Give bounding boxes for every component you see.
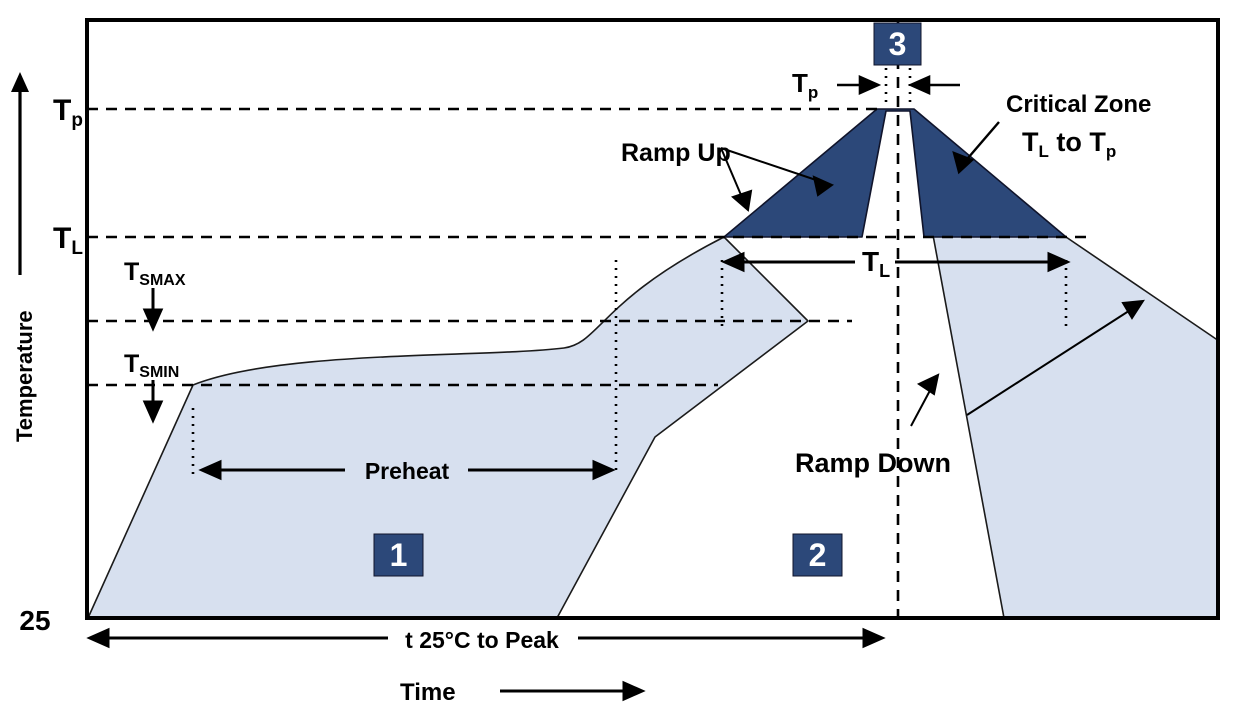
svg-text:Critical Zone: Critical Zone — [1006, 91, 1151, 118]
svg-text:2: 2 — [809, 537, 827, 573]
svg-text:TL: TL — [862, 246, 890, 281]
svg-text:3: 3 — [889, 26, 907, 62]
svg-text:TSMIN: TSMIN — [124, 350, 179, 381]
svg-text:TL: TL — [53, 222, 83, 259]
svg-text:Ramp Down: Ramp Down — [795, 448, 951, 478]
svg-text:Time: Time — [400, 679, 456, 706]
svg-text:Preheat: Preheat — [365, 458, 450, 484]
svg-text:TL to Tp: TL to Tp — [1022, 127, 1116, 161]
svg-text:TSMAX: TSMAX — [124, 258, 186, 289]
svg-text:1: 1 — [390, 537, 408, 573]
svg-text:Tp: Tp — [792, 68, 818, 102]
svg-text:t 25°C to Peak: t 25°C to Peak — [405, 627, 559, 653]
svg-text:Ramp Up: Ramp Up — [621, 139, 731, 167]
svg-text:25: 25 — [19, 605, 50, 636]
svg-text:Temperature: Temperature — [12, 310, 37, 442]
svg-text:Tp: Tp — [53, 94, 83, 131]
